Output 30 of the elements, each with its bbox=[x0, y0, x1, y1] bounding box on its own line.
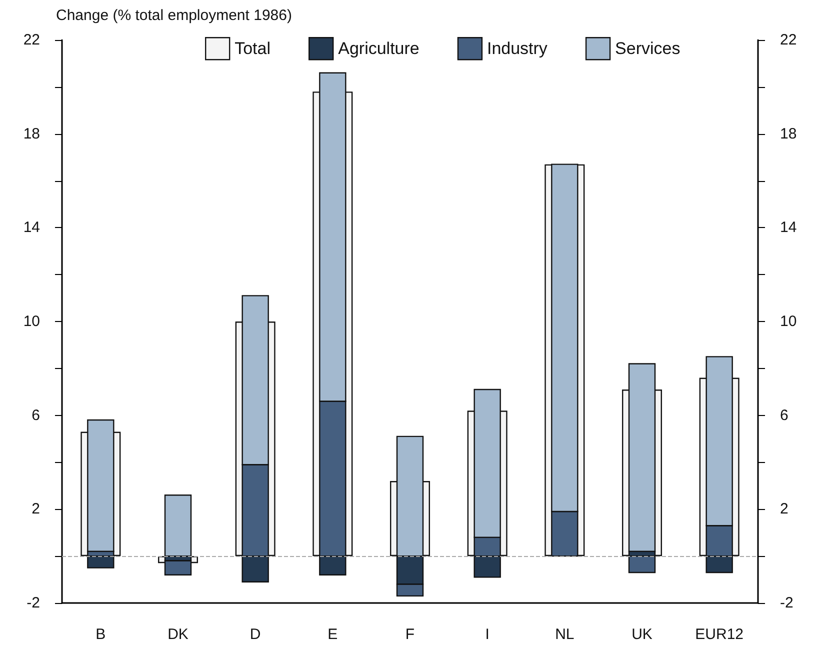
y2-tick-label: 2 bbox=[780, 500, 788, 518]
x-tick-label: F bbox=[405, 626, 415, 643]
y-tick-label: 6 bbox=[32, 406, 40, 424]
x-tick-label: D bbox=[250, 626, 261, 643]
x-tick-label: UK bbox=[632, 626, 652, 643]
y2-tick-label: 14 bbox=[780, 219, 797, 236]
legend-label: Agriculture bbox=[338, 39, 420, 58]
x-tick-label: DK bbox=[168, 626, 188, 643]
legend-label: Industry bbox=[486, 39, 548, 58]
x-tick-label: EUR12 bbox=[695, 626, 744, 643]
y2-tick-label: 18 bbox=[780, 125, 797, 142]
y-tick-label: 10 bbox=[23, 313, 40, 330]
y-tick-label: 2 bbox=[32, 500, 40, 518]
x-tick-label: NL bbox=[555, 626, 574, 643]
y-tick-label: 18 bbox=[23, 125, 40, 142]
y2-tick-label: 6 bbox=[780, 406, 788, 424]
x-tick-label: I bbox=[485, 626, 490, 643]
y2-tick-label: 10 bbox=[780, 313, 797, 330]
y2-tick-label: -2 bbox=[780, 594, 794, 612]
y-axis-title: Change (% total employment 1986) bbox=[56, 7, 292, 24]
y-tick-label: 22 bbox=[23, 32, 40, 48]
bar bbox=[164, 494, 192, 557]
x-tick-label: B bbox=[96, 626, 106, 643]
y-tick-label: -2 bbox=[26, 594, 40, 612]
x-tick-label: E bbox=[328, 626, 338, 643]
legend-label: Services bbox=[615, 39, 680, 58]
y-tick-label: 14 bbox=[23, 219, 40, 236]
bar bbox=[87, 555, 114, 568]
legend-label: Total bbox=[234, 39, 271, 58]
y2-tick-label: 22 bbox=[780, 32, 797, 48]
